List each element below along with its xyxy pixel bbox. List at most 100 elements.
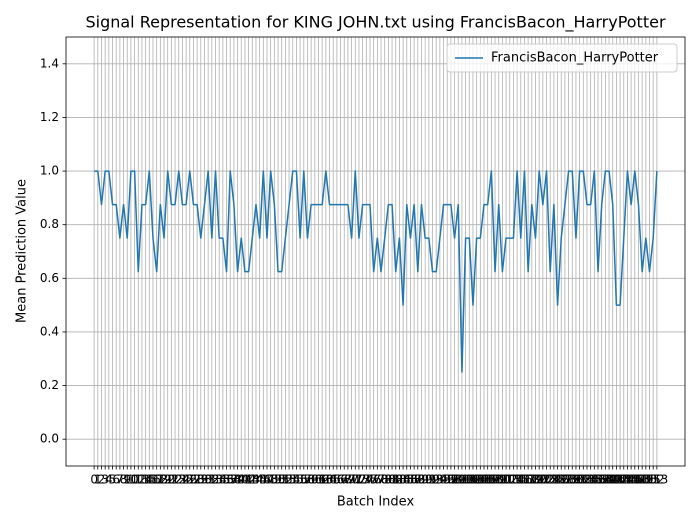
x-tick-label: 21: [164, 473, 179, 487]
x-tick-label: 106: [473, 473, 496, 487]
x-tick-label: 121: [528, 473, 551, 487]
x-tick-label: 63: [318, 473, 333, 487]
x-tick-label: 68: [337, 473, 352, 487]
x-tick-label: 140: [598, 473, 621, 487]
x-tick-label: 40: [234, 473, 249, 487]
x-tick-label: 90: [418, 473, 433, 487]
x-tick-label: 145: [616, 473, 639, 487]
x-tick-label: 111: [491, 473, 514, 487]
plot-frame: [65, 36, 686, 467]
x-tick-label: 67: [333, 473, 348, 487]
x-tick-label: 66: [329, 473, 344, 487]
x-tick-label: 153: [645, 473, 668, 487]
x-tick-label: 87: [406, 473, 421, 487]
x-tick-label: 119: [520, 473, 543, 487]
y-tick-label: 0.6: [40, 271, 59, 285]
y-tick-label: 0.8: [40, 217, 59, 231]
x-tick-label: 113: [498, 473, 521, 487]
x-tick-label: 4: [105, 473, 113, 487]
legend: FrancisBacon_HarryPotter: [446, 43, 678, 73]
x-tick-label: 79: [377, 473, 392, 487]
x-tick-label: 42: [241, 473, 256, 487]
x-tick-label: 74: [359, 473, 374, 487]
x-tick-label: 152: [642, 473, 665, 487]
x-tick-label: 29: [193, 473, 208, 487]
x-tick-label: 103: [462, 473, 485, 487]
y-axis-label: Mean Prediction Value: [15, 179, 30, 323]
legend-box: [446, 43, 678, 73]
x-tick-label: 117: [513, 473, 536, 487]
x-tick-label: 52: [278, 473, 293, 487]
x-tick-label: 30: [197, 473, 212, 487]
x-axis-label: Batch Index: [337, 495, 415, 510]
x-tick-label: 1: [94, 473, 102, 487]
x-tick-label: 109: [484, 473, 507, 487]
x-tick-label: 104: [465, 473, 488, 487]
x-tick-label: 45: [252, 473, 267, 487]
x-tick-label: 33: [208, 473, 223, 487]
x-tick-label: 85: [399, 473, 414, 487]
x-tick-label: 95: [436, 473, 451, 487]
x-tick-label: 17: [149, 473, 164, 487]
x-tick-label: 64: [322, 473, 337, 487]
x-tick-label: 34: [212, 473, 227, 487]
x-tick-label: 58: [300, 473, 315, 487]
x-tick-label: 131: [564, 473, 587, 487]
x-tick-label: 112: [495, 473, 518, 487]
x-tick-label: 36: [219, 473, 234, 487]
x-tick-label: 16: [145, 473, 160, 487]
x-tick-label: 115: [506, 473, 529, 487]
x-tick-label: 23: [171, 473, 186, 487]
x-tick-label: 78: [373, 473, 388, 487]
x-tick-label: 138: [590, 473, 613, 487]
x-tick-label: 139: [594, 473, 617, 487]
x-tick-label: 25: [178, 473, 193, 487]
x-tick-label: 125: [542, 473, 565, 487]
x-tick-label: 147: [623, 473, 646, 487]
x-tick-label: 81: [384, 473, 399, 487]
x-tick-label: 100: [450, 473, 473, 487]
x-tick-label: 44: [248, 473, 263, 487]
x-tick-label: 55: [289, 473, 304, 487]
x-tick-label: 46: [256, 473, 271, 487]
chart-title: Signal Representation for KING JOHN.txt …: [85, 13, 665, 33]
x-tick-label: 9: [123, 473, 131, 487]
x-tick-label: 11: [127, 473, 142, 487]
x-tick-label: 97: [443, 473, 458, 487]
x-tick-label: 37: [223, 473, 238, 487]
x-tick-label: 73: [355, 473, 370, 487]
x-tick-label: 134: [576, 473, 599, 487]
x-tick-label: 77: [370, 473, 385, 487]
x-tick-label: 13: [134, 473, 149, 487]
x-tick-label: 43: [245, 473, 260, 487]
x-tick-label: 62: [315, 473, 330, 487]
x-tick-label: 0: [90, 473, 98, 487]
x-tick-label: 142: [605, 473, 628, 487]
x-tick-label: 6: [112, 473, 120, 487]
x-tick-label: 88: [410, 473, 425, 487]
x-tick-label: 19: [156, 473, 171, 487]
x-tick-label: 48: [263, 473, 278, 487]
x-tick-label: 76: [366, 473, 381, 487]
x-tick-label: 8: [120, 473, 128, 487]
x-tick-label: 83: [392, 473, 407, 487]
x-tick-label: 98: [447, 473, 462, 487]
x-tick-label: 2: [98, 473, 106, 487]
x-tick-label: 24: [175, 473, 190, 487]
x-tick-label: 47: [259, 473, 274, 487]
x-tick-label: 148: [627, 473, 650, 487]
x-tick-label: 128: [553, 473, 576, 487]
x-tick-label: 31: [201, 473, 216, 487]
x-tick-label: 133: [572, 473, 595, 487]
x-tick-label: 94: [432, 473, 447, 487]
x-tick-label: 26: [182, 473, 197, 487]
x-tick-label: 60: [307, 473, 322, 487]
x-tick-label: 69: [340, 473, 355, 487]
x-tick-label: 96: [440, 473, 455, 487]
legend-label: FrancisBacon_HarryPotter: [491, 51, 659, 66]
x-tick-label: 84: [395, 473, 410, 487]
series-line: [94, 170, 658, 373]
x-tick-label: 136: [583, 473, 606, 487]
x-tick-label: 91: [421, 473, 436, 487]
